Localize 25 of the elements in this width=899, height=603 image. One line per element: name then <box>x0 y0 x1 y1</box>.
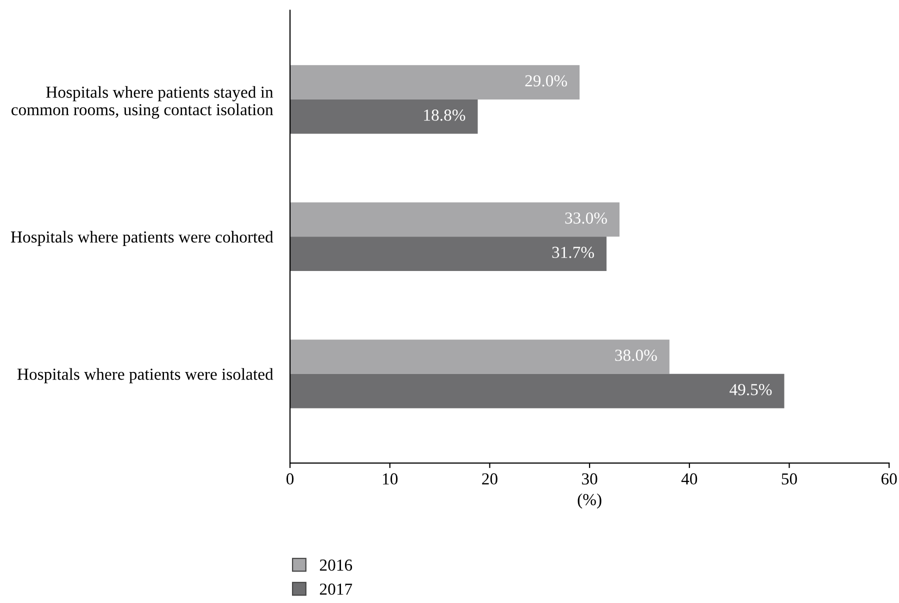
legend-label: 2016 <box>320 559 352 571</box>
data-label: 49.5% <box>730 384 772 396</box>
bar <box>290 202 620 237</box>
x-tick-label: 10 <box>383 473 398 485</box>
data-label: 29.0% <box>525 75 568 87</box>
bar <box>290 99 478 134</box>
x-tick-label: 30 <box>582 473 598 485</box>
x-tick-label: 60 <box>881 473 897 485</box>
bar <box>290 340 670 374</box>
data-label: 18.8% <box>424 110 466 121</box>
y-tick-label: Hospitals where patients were cohorted <box>10 230 274 246</box>
x-tick-label: 0 <box>286 473 294 485</box>
x-tick-label: 20 <box>482 473 498 485</box>
bar <box>290 374 784 408</box>
legend-label: 2017 <box>320 584 352 595</box>
x-axis-title: (%) <box>578 493 602 509</box>
bar <box>290 236 607 271</box>
y-tick-label: Hospitals where patients stayed in common rooms, using contact isolation <box>12 86 274 119</box>
x-tick-label: 50 <box>782 473 797 485</box>
data-label: 31.7% <box>552 246 594 258</box>
data-label: 33.0% <box>565 212 607 224</box>
y-tick-label: Hospitals where patients were isolated <box>17 368 274 384</box>
x-tick-label: 40 <box>681 473 698 485</box>
data-label: 38.0% <box>615 350 657 361</box>
bar <box>290 65 580 100</box>
